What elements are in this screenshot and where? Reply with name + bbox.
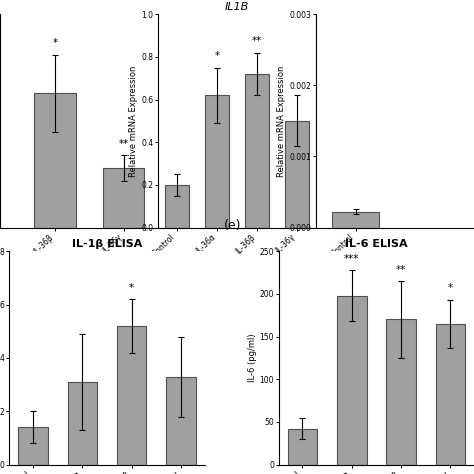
Y-axis label: Relative mRNA Expression: Relative mRNA Expression bbox=[277, 65, 286, 176]
Bar bbox=[332, 211, 379, 228]
Title: IL1B: IL1B bbox=[225, 2, 249, 12]
Title: IL-1β ELISA: IL-1β ELISA bbox=[72, 239, 142, 249]
Bar bbox=[117, 326, 146, 465]
Bar bbox=[205, 95, 229, 228]
Bar bbox=[166, 376, 196, 465]
Text: (e): (e) bbox=[224, 219, 242, 232]
Bar bbox=[165, 185, 189, 228]
Bar bbox=[68, 382, 97, 465]
Bar bbox=[245, 74, 269, 228]
Text: **: ** bbox=[396, 264, 406, 275]
Bar bbox=[18, 427, 48, 465]
Y-axis label: Relative mRNA Expression: Relative mRNA Expression bbox=[129, 65, 138, 176]
Bar bbox=[436, 324, 465, 465]
Text: **: ** bbox=[252, 36, 262, 46]
Text: *: * bbox=[53, 38, 57, 48]
Bar bbox=[386, 319, 416, 465]
Text: ***: *** bbox=[344, 254, 359, 264]
Bar bbox=[337, 296, 366, 465]
Bar bbox=[103, 168, 144, 228]
Text: *: * bbox=[129, 283, 134, 293]
Bar bbox=[288, 428, 317, 465]
Text: *: * bbox=[215, 51, 219, 61]
Title: IL-6 ELISA: IL-6 ELISA bbox=[345, 239, 408, 249]
Bar bbox=[34, 93, 75, 228]
Text: *: * bbox=[448, 283, 453, 293]
Bar bbox=[285, 121, 309, 228]
Y-axis label: IL-6 (pg/ml): IL-6 (pg/ml) bbox=[248, 334, 257, 382]
Text: **: ** bbox=[118, 138, 129, 149]
